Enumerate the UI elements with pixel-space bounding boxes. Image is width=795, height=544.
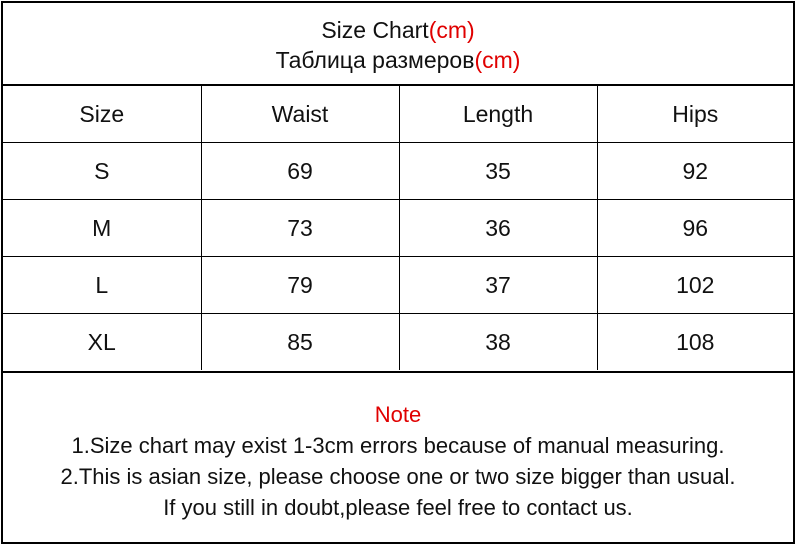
cell: 108 (596, 313, 793, 370)
table-row: XL 85 38 108 (3, 313, 793, 370)
header-cell: Length (398, 86, 598, 143)
cell: 69 (200, 142, 400, 200)
size-table: Size Waist Length Hips S 69 35 92 M 73 36 96 L… (3, 86, 793, 370)
cell: 35 (398, 142, 598, 200)
title-line-english: Size Chart(cm) (3, 15, 793, 45)
note-line: 2.This is asian size, please choose one … (60, 464, 736, 489)
cell: 73 (200, 199, 400, 257)
cell: 38 (398, 313, 598, 370)
notes-section: Note 1.Size chart may exist 1-3cm errors… (3, 371, 793, 542)
title-text: Size Chart (321, 17, 429, 43)
cell: L (3, 256, 202, 314)
header-cell: Waist (200, 86, 400, 143)
title-unit-ru: (cm) (474, 47, 521, 73)
title-line-russian: Таблица размеров(cm) (3, 45, 793, 75)
cell: 96 (596, 199, 793, 257)
header-cell: Size (3, 86, 202, 143)
cell: 37 (398, 256, 598, 314)
title-text-ru: Таблица размеров (275, 47, 475, 73)
table-row: M 73 36 96 (3, 199, 793, 257)
header-row: Size Waist Length Hips (3, 86, 793, 143)
title-unit: (cm) (428, 17, 475, 43)
note-heading: Note (374, 402, 422, 427)
cell: 92 (596, 142, 793, 200)
cell: 85 (200, 313, 400, 370)
cell: 36 (398, 199, 598, 257)
header-cell: Hips (596, 86, 793, 143)
cell: 79 (200, 256, 400, 314)
note-line: If you still in doubt,please feel free t… (163, 495, 633, 520)
table-row: L 79 37 102 (3, 256, 793, 314)
cell: S (3, 142, 202, 200)
cell: M (3, 199, 202, 257)
cell: 102 (596, 256, 793, 314)
note-line: 1.Size chart may exist 1-3cm errors beca… (71, 433, 725, 458)
cell: XL (3, 313, 202, 370)
table-row: S 69 35 92 (3, 142, 793, 200)
chart-title: Size Chart(cm) Таблица размеров(cm) (3, 3, 793, 86)
